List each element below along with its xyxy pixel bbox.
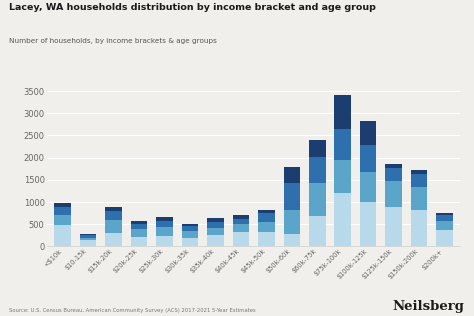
- Bar: [436, 216, 453, 221]
- Bar: [360, 145, 376, 172]
- Bar: [156, 221, 173, 227]
- Bar: [207, 218, 224, 222]
- Bar: [105, 233, 122, 246]
- Bar: [385, 168, 402, 181]
- Bar: [335, 95, 351, 129]
- Bar: [385, 181, 402, 207]
- Bar: [55, 215, 71, 225]
- Bar: [233, 224, 249, 232]
- Bar: [385, 164, 402, 168]
- Bar: [309, 216, 326, 246]
- Bar: [411, 170, 428, 174]
- Bar: [411, 210, 428, 246]
- Text: Source: U.S. Census Bureau, American Community Survey (ACS) 2017-2021 5-Year Est: Source: U.S. Census Bureau, American Com…: [9, 308, 256, 313]
- Text: Neilsberg: Neilsberg: [392, 300, 465, 313]
- Bar: [131, 224, 147, 229]
- Bar: [55, 203, 71, 207]
- Bar: [335, 129, 351, 160]
- Bar: [360, 121, 376, 145]
- Bar: [55, 225, 71, 246]
- Bar: [156, 236, 173, 246]
- Bar: [233, 232, 249, 246]
- Bar: [131, 229, 147, 237]
- Bar: [309, 157, 326, 183]
- Bar: [80, 240, 96, 246]
- Bar: [233, 216, 249, 218]
- Bar: [411, 186, 428, 210]
- Bar: [182, 238, 198, 246]
- Bar: [335, 193, 351, 246]
- Bar: [105, 207, 122, 211]
- Bar: [207, 235, 224, 246]
- Bar: [156, 217, 173, 221]
- Bar: [436, 213, 453, 216]
- Text: Lacey, WA households distribution by income bracket and age group: Lacey, WA households distribution by inc…: [9, 3, 376, 12]
- Bar: [258, 213, 274, 222]
- Bar: [436, 230, 453, 246]
- Bar: [258, 232, 274, 246]
- Bar: [283, 183, 300, 210]
- Bar: [233, 218, 249, 224]
- Bar: [283, 167, 300, 183]
- Bar: [131, 221, 147, 224]
- Bar: [283, 234, 300, 246]
- Bar: [182, 231, 198, 238]
- Bar: [309, 183, 326, 216]
- Bar: [411, 174, 428, 186]
- Bar: [131, 237, 147, 246]
- Bar: [182, 227, 198, 231]
- Bar: [182, 224, 198, 227]
- Bar: [309, 140, 326, 157]
- Text: Number of households, by income brackets & age groups: Number of households, by income brackets…: [9, 38, 218, 44]
- Bar: [207, 222, 224, 228]
- Bar: [80, 234, 96, 235]
- Bar: [105, 220, 122, 233]
- Bar: [55, 207, 71, 215]
- Bar: [360, 202, 376, 246]
- Bar: [436, 221, 453, 230]
- Bar: [207, 228, 224, 235]
- Bar: [80, 238, 96, 240]
- Bar: [105, 211, 122, 220]
- Bar: [258, 222, 274, 232]
- Bar: [258, 210, 274, 213]
- Bar: [156, 227, 173, 236]
- Bar: [335, 160, 351, 193]
- Bar: [385, 207, 402, 246]
- Bar: [80, 235, 96, 238]
- Bar: [283, 210, 300, 234]
- Bar: [360, 172, 376, 202]
